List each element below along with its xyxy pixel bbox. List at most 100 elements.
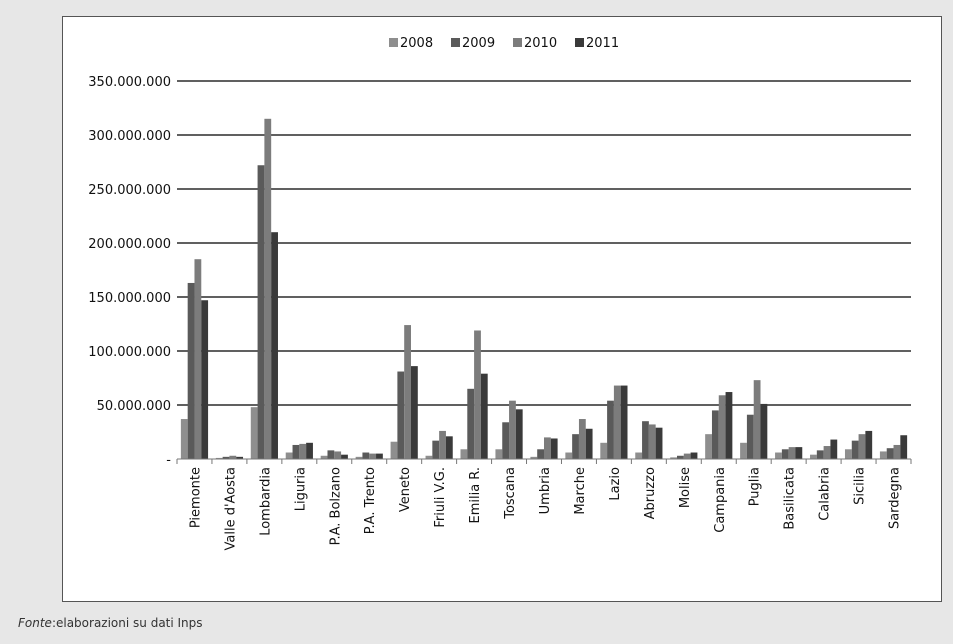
bar-2010 (753, 380, 761, 459)
x-tick-label: Piemonte (188, 467, 203, 528)
legend-label: 2011 (586, 36, 619, 51)
bar-2011 (655, 427, 663, 459)
x-tick-label: P.A. Bolzano (328, 467, 343, 545)
bar-2010 (299, 443, 307, 459)
bar-2011 (480, 373, 488, 459)
bar-2008 (320, 455, 328, 459)
bar-2009 (642, 421, 649, 459)
bar-chart: - 50.000.000 100.000.000 150.000.000 200.000… (88, 36, 912, 551)
bar-2010 (893, 444, 901, 459)
bar-2009 (327, 450, 335, 459)
bar-2011 (271, 232, 278, 459)
bar-2008 (215, 457, 223, 459)
source-text: :elaborazioni su dati Inps (51, 616, 203, 630)
source-label: Fonte (18, 616, 52, 630)
bar-2009 (886, 448, 894, 459)
x-tick-labels: Piemonte Valle d'Aosta Lombardia Liguria P.A… (188, 467, 902, 551)
bar-2008 (250, 407, 258, 459)
bar-2009 (746, 414, 754, 459)
bar-2011 (341, 454, 348, 459)
bar-2008 (460, 449, 468, 459)
axes (176, 458, 912, 464)
bar-2008 (600, 442, 608, 459)
bar-2010 (613, 385, 621, 459)
bar-2008 (530, 456, 538, 459)
bar-2010 (229, 455, 237, 459)
y-tick-label: 200.000.000 (88, 237, 171, 252)
x-tick-label: Toscana (503, 467, 518, 520)
bar-2009 (187, 282, 195, 459)
bar-2009 (816, 450, 824, 459)
x-tick-label: Umbria (538, 467, 553, 514)
bar-2009 (781, 449, 789, 459)
x-tick-label: Marche (573, 467, 588, 515)
bar-2010 (648, 424, 656, 459)
bar-2010 (578, 419, 586, 459)
bar-2008 (425, 455, 433, 459)
x-tick-label: Calabria (818, 467, 833, 521)
x-tick-label: Lazio (608, 467, 623, 501)
y-tick-label: 50.000.000 (97, 399, 171, 414)
bar-2008 (355, 456, 363, 459)
bar-2008 (635, 452, 643, 459)
x-tick-label: Sicilia (853, 467, 868, 505)
bar-2009 (362, 452, 370, 459)
x-tick-label: Valle d'Aosta (223, 467, 238, 550)
chart-frame: - 50.000.000 100.000.000 150.000.000 200.000… (62, 16, 942, 602)
bar-2008 (670, 457, 678, 459)
x-tick-label: Basilicata (783, 467, 798, 530)
x-tick-label: Emilia R. (468, 467, 483, 524)
x-tick-label: Lombardia (258, 467, 273, 536)
x-tick-label: Sardegna (888, 467, 903, 529)
legend: 2008 2009 2010 2011 (389, 36, 619, 51)
bar-2011 (515, 409, 523, 459)
bar-2008 (844, 449, 852, 459)
bar-2011 (830, 439, 838, 459)
y-tick-label: - (166, 453, 171, 468)
x-tick-label: Liguria (293, 467, 308, 511)
bar-2011 (690, 452, 698, 459)
bar-2010 (858, 434, 866, 459)
bars (180, 118, 908, 460)
bar-2008 (810, 454, 817, 459)
y-tick-label: 300.000.000 (88, 129, 171, 144)
legend-swatch (389, 38, 398, 47)
bar-2009 (537, 449, 544, 459)
bar-2010 (194, 259, 202, 459)
x-tick-label: P.A. Trento (363, 467, 378, 534)
bar-2010 (683, 453, 691, 459)
legend-swatch (451, 38, 460, 47)
bar-2009 (467, 388, 475, 459)
bar-2009 (711, 410, 719, 459)
bar-2011 (900, 435, 908, 459)
x-tick-label: Puglia (748, 467, 763, 506)
y-tick-label: 100.000.000 (88, 345, 171, 360)
bar-2008 (740, 442, 747, 459)
bar-2010 (334, 451, 342, 459)
x-tick-label: Molise (678, 467, 693, 508)
bar-2011 (306, 442, 313, 459)
bar-2011 (620, 385, 628, 459)
bar-2011 (760, 403, 768, 459)
bar-2010 (788, 447, 796, 459)
y-tick-label: 250.000.000 (88, 183, 171, 198)
bar-2010 (439, 430, 446, 459)
bar-2010 (264, 118, 272, 460)
x-tick-label: Veneto (398, 467, 413, 512)
bar-2009 (502, 422, 510, 459)
source-note: Fonte:elaborazioni su dati Inps (18, 616, 203, 630)
bar-2009 (292, 444, 300, 459)
bar-2010 (718, 395, 726, 459)
bar-2010 (404, 325, 411, 459)
bar-2011 (445, 436, 453, 459)
y-tick-label: 150.000.000 (88, 291, 171, 306)
bar-2008 (705, 434, 712, 459)
bar-2011 (376, 453, 383, 459)
bar-2008 (879, 451, 887, 459)
legend-label: 2009 (462, 36, 495, 51)
bar-2011 (236, 456, 244, 459)
bar-2009 (432, 440, 440, 459)
bar-2009 (572, 434, 579, 459)
bar-2010 (823, 446, 831, 459)
